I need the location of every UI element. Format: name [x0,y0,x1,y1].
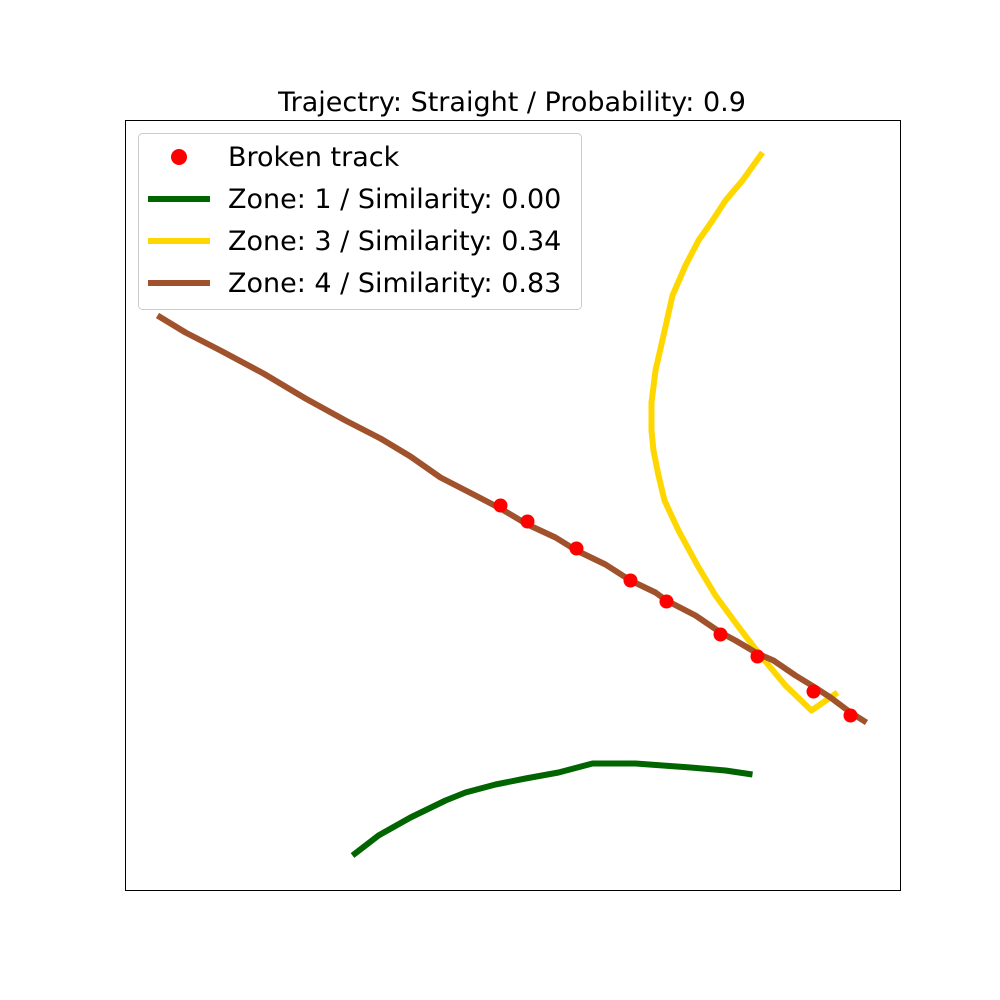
legend-label-zone-4: Zone: 4 / Similarity: 0.83 [228,268,561,299]
broken-track-point [569,541,584,556]
series-line-zone-4 [155,312,869,726]
legend-label-zone-3: Zone: 3 / Similarity: 0.34 [228,226,561,257]
legend-label-broken-track: Broken track [228,142,400,173]
legend-box [138,133,582,310]
broken-track-point [750,649,765,664]
broken-track-point [659,594,674,609]
broken-track-point [806,684,821,699]
series-layer [155,150,869,858]
legend-label-zone-1: Zone: 1 / Similarity: 0.00 [228,184,561,215]
broken-track-point [623,573,638,588]
points-layer [493,498,858,723]
legend: Broken track Zone: 1 / Similarity: 0.00 … [138,133,582,310]
legend-marker-broken-track [171,149,187,165]
broken-track-point [843,708,858,723]
broken-track-point [713,627,728,642]
series-line-zone-3 [648,150,840,714]
chart-title: Trajectry: Straight / Probability: 0.9 [277,87,746,118]
broken-track-point [493,498,508,513]
series-line-zone-1 [350,760,753,858]
broken-track-point [520,514,535,529]
